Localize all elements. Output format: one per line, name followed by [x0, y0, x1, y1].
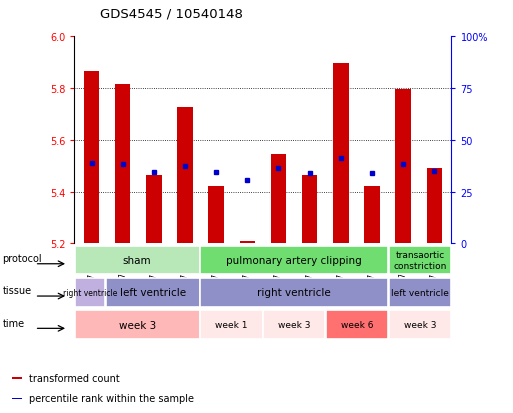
Bar [271, 154, 286, 244]
Text: transaortic
constriction: transaortic constriction [393, 251, 447, 270]
Bar [75, 311, 200, 339]
Text: week 3: week 3 [119, 320, 156, 330]
Bar [201, 311, 263, 339]
Bar [146, 175, 162, 244]
Text: sham: sham [123, 255, 151, 266]
Bar [177, 108, 193, 244]
Text: left ventricle: left ventricle [391, 288, 449, 297]
Text: right ventricle: right ventricle [258, 287, 331, 298]
Text: time: time [3, 318, 25, 328]
Bar [240, 241, 255, 244]
Bar [333, 64, 349, 244]
Bar [12, 377, 23, 379]
Bar [201, 246, 388, 275]
Text: left ventricle: left ventricle [120, 287, 186, 298]
Bar [106, 278, 200, 307]
Bar [115, 85, 130, 244]
Bar [326, 311, 388, 339]
Bar [396, 90, 411, 244]
Text: right ventricle: right ventricle [63, 288, 117, 297]
Text: protocol: protocol [3, 254, 42, 263]
Bar [302, 175, 318, 244]
Bar [263, 311, 325, 339]
Bar [201, 278, 388, 307]
Text: tissue: tissue [3, 286, 32, 296]
Bar [426, 169, 442, 244]
Bar [389, 278, 451, 307]
Bar [84, 72, 100, 244]
Text: GDS4545 / 10540148: GDS4545 / 10540148 [100, 8, 243, 21]
Bar [75, 278, 106, 307]
Bar [389, 246, 451, 275]
Text: week 1: week 1 [215, 320, 248, 329]
Text: week 6: week 6 [341, 320, 373, 329]
Bar [75, 246, 200, 275]
Text: week 3: week 3 [404, 320, 436, 329]
Text: transformed count: transformed count [29, 373, 120, 383]
Text: week 3: week 3 [278, 320, 310, 329]
Bar [364, 187, 380, 244]
Bar [12, 398, 23, 399]
Bar [389, 311, 451, 339]
Text: percentile rank within the sample: percentile rank within the sample [29, 393, 194, 404]
Bar [208, 187, 224, 244]
Text: pulmonary artery clipping: pulmonary artery clipping [226, 255, 362, 266]
